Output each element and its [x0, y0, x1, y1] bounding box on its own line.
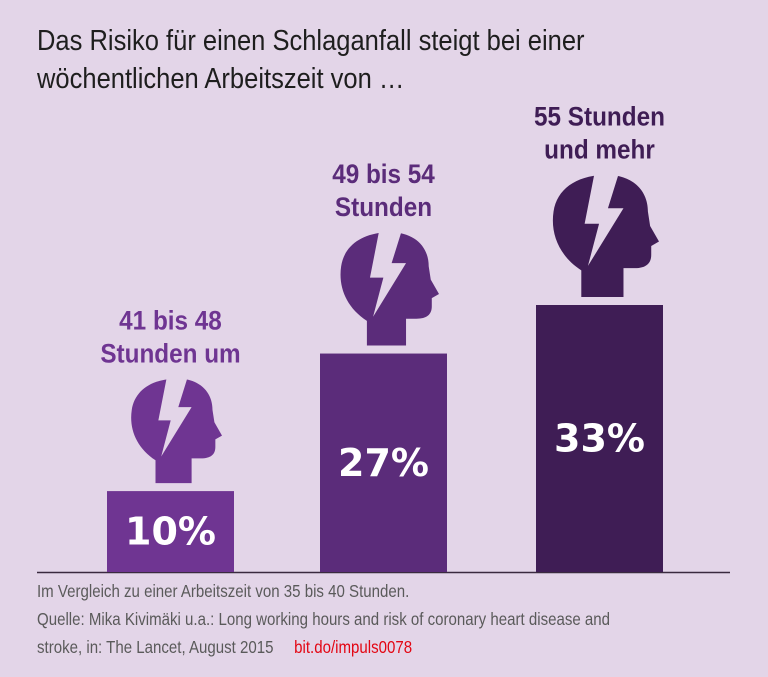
value-label-1: 10%: [125, 510, 216, 554]
head-lightning-icon: [552, 172, 659, 297]
category-label-2: 49 bis 54: [332, 160, 435, 189]
category-label-1: 41 bis 48: [119, 307, 222, 336]
value-label-3: 33%: [554, 417, 645, 461]
head-lightning-icon: [131, 376, 222, 484]
bar-2: [320, 353, 447, 572]
value-label-2: 27%: [338, 441, 429, 485]
category-label-1: Stunden um: [100, 340, 240, 369]
bar-1: [107, 491, 234, 572]
lightning-bolt: [369, 230, 407, 317]
lightning-bolt: [158, 376, 192, 457]
chart-title: Das Risiko für einen Schlaganfall steigt…: [37, 25, 585, 95]
lightning-bolt: [584, 172, 624, 266]
footer: Im Vergleich zu einer Arbeitszeit von 35…: [37, 577, 656, 661]
bar-3: [536, 305, 663, 572]
source-link[interactable]: bit.do/impuls0078: [294, 637, 413, 657]
category-label-3: 55 Stunden: [534, 103, 665, 132]
footer-note: Im Vergleich zu einer Arbeitszeit von 35…: [37, 581, 410, 601]
source-text: Quelle: Mika Kivimäki u.a.: Long working…: [37, 609, 611, 657]
category-label-2: Stunden: [335, 193, 432, 222]
head-lightning-icon: [340, 230, 439, 346]
category-label-3: und mehr: [544, 136, 655, 165]
